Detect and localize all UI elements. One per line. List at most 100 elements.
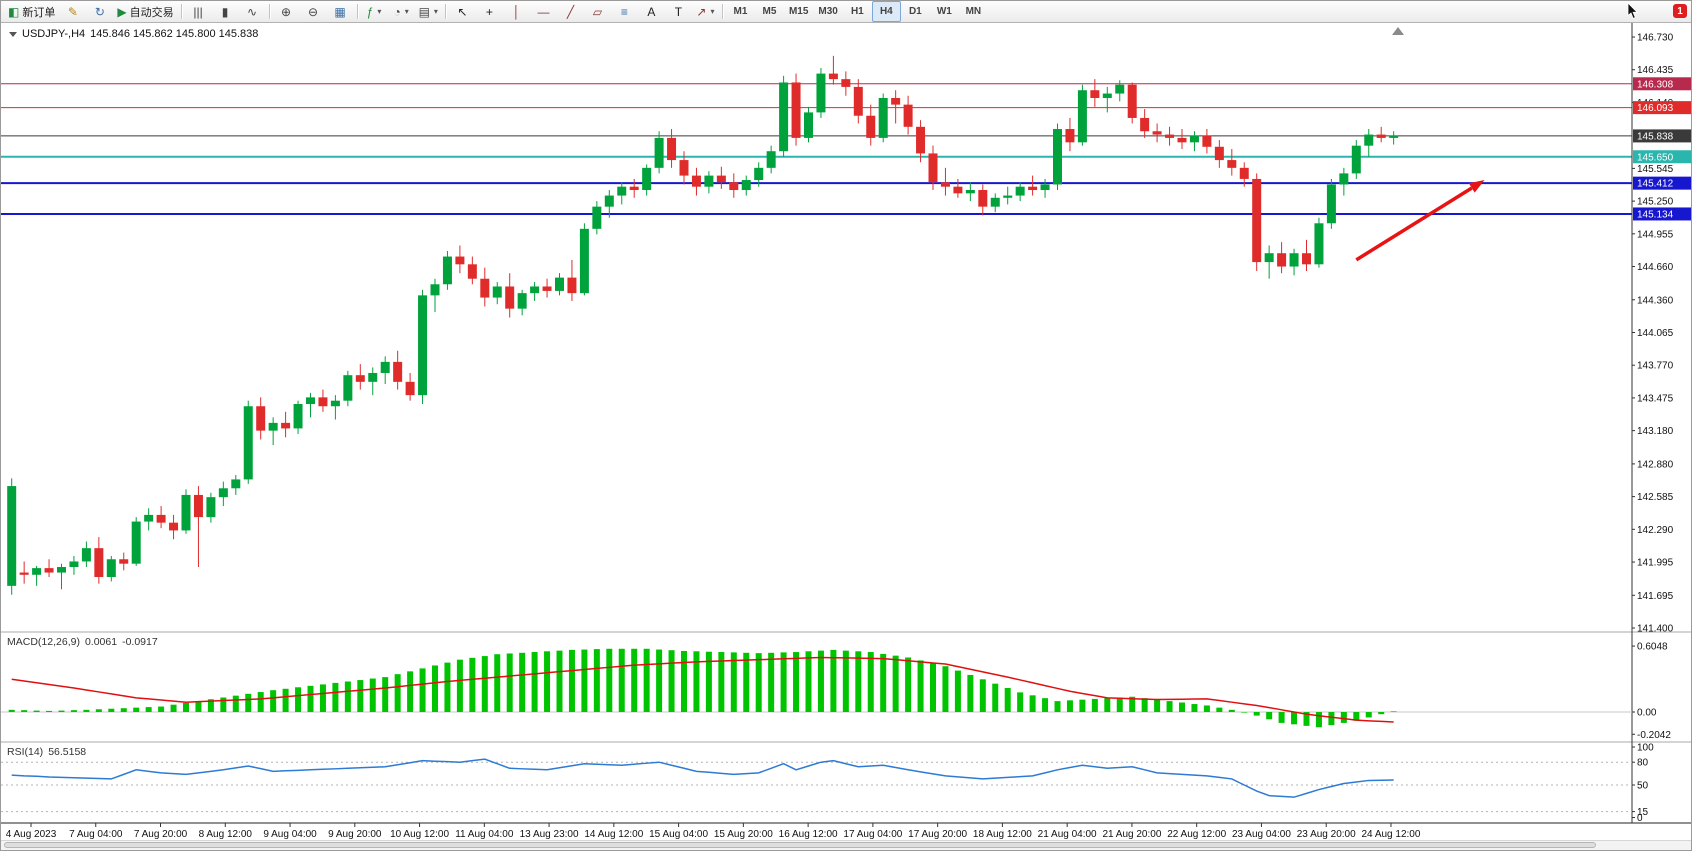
price-tick-label: 144.660: [1637, 262, 1674, 273]
time-label: 24 Aug 12:00: [1361, 829, 1420, 840]
chart-menu-caret-icon[interactable]: [9, 31, 17, 37]
chart-canvas[interactable]: 146.730146.435146.140145.545145.250144.9…: [1, 23, 1692, 851]
macd-bar: [220, 697, 227, 712]
autotrading-button[interactable]: ▶ 自动交易: [113, 1, 177, 22]
vertical-line-button[interactable]: │: [503, 1, 530, 22]
time-label: 7 Aug 04:00: [69, 829, 123, 840]
price-label-text: 145.134: [1637, 209, 1674, 220]
dropdown-caret-icon[interactable]: ▾: [433, 7, 438, 16]
candle-body: [492, 286, 502, 298]
text-button[interactable]: A: [638, 1, 665, 22]
candle-body: [1090, 90, 1100, 98]
macd-bar: [780, 652, 787, 712]
candlestick-chart-button[interactable]: ▮: [212, 1, 239, 22]
price-tick-label: 143.180: [1637, 426, 1674, 437]
chart-title[interactable]: USDJPY-,H4 145.846 145.862 145.800 145.8…: [9, 28, 258, 40]
zoom-out-button[interactable]: ⊖: [300, 1, 327, 22]
macd-bar: [917, 660, 924, 712]
metaeditor-button[interactable]: ✎: [59, 1, 86, 22]
macd-bar: [979, 679, 986, 712]
candle-body: [828, 73, 838, 80]
macd-bar: [232, 695, 239, 712]
macd-bar: [469, 657, 476, 712]
tile-windows-button[interactable]: ▦: [327, 1, 354, 22]
macd-bar: [1378, 712, 1385, 715]
macd-bar: [1203, 705, 1210, 712]
macd-bar: [805, 651, 812, 712]
indicators-button[interactable]: ƒ ▾: [361, 1, 388, 22]
macd-bar: [195, 701, 202, 712]
timeframe-m5-button[interactable]: M5: [762, 6, 777, 17]
price-label-text: 145.412: [1637, 179, 1674, 190]
dropdown-caret-icon[interactable]: ▾: [377, 7, 382, 16]
templates-button[interactable]: ▤ ▾: [415, 1, 442, 22]
macd-bar: [1017, 692, 1024, 712]
toolbar-separator: [180, 4, 182, 19]
timeframe-h1-button[interactable]: H1: [850, 6, 864, 17]
macd-bar: [456, 659, 463, 712]
fibonacci-button[interactable]: ≡: [611, 1, 638, 22]
candle-body: [19, 572, 29, 575]
periods-button[interactable]: ◔ ▾: [388, 1, 415, 22]
candle-body: [617, 186, 627, 196]
candle-body: [1227, 160, 1237, 168]
time-label: 11 Aug 04:00: [455, 829, 514, 840]
dropdown-caret-icon[interactable]: ▾: [404, 7, 409, 16]
dropdown-caret-icon[interactable]: ▾: [710, 7, 715, 16]
candle-body: [1376, 134, 1386, 138]
macd-bar: [120, 708, 127, 712]
arrows-button[interactable]: ↗ ▾: [692, 1, 719, 22]
timeframe-m1-button[interactable]: M1: [733, 6, 748, 17]
chart-shift-marker[interactable]: [1392, 27, 1404, 35]
scrollbar-thumb[interactable]: [4, 842, 1596, 848]
refresh-button[interactable]: ↻: [86, 1, 113, 22]
macd-bar: [905, 657, 912, 712]
zoom-in-button[interactable]: ⊕: [273, 1, 300, 22]
trendline-button[interactable]: ╱: [557, 1, 584, 22]
line-chart-button[interactable]: ∿: [239, 1, 266, 22]
rsi-axis-label: 0: [1637, 813, 1643, 824]
notification-badge[interactable]: 1: [1673, 4, 1687, 18]
candle-body: [579, 228, 589, 294]
indicators-icon: ƒ: [366, 4, 374, 19]
channel-icon: ▱: [592, 4, 603, 19]
macd-bar: [444, 662, 451, 712]
channel-button[interactable]: ▱: [584, 1, 611, 22]
candle-body: [916, 126, 926, 154]
candle-body: [878, 97, 888, 138]
timeframe-h4-button[interactable]: H4: [871, 1, 901, 22]
macd-bar: [793, 652, 800, 712]
timeframe-w1-button[interactable]: W1: [936, 6, 952, 17]
candle-body: [1165, 134, 1175, 138]
time-label: 14 Aug 12:00: [584, 829, 643, 840]
cursor-button[interactable]: ↖: [449, 1, 476, 22]
horizontal-scrollbar[interactable]: [1, 840, 1691, 850]
trend-arrow-annotation[interactable]: [1355, 180, 1485, 262]
arrow-head[interactable]: [1468, 180, 1485, 193]
timeframe-mn-button[interactable]: MN: [965, 6, 982, 17]
metaeditor-icon: ✎: [67, 4, 78, 19]
arrow-shaft[interactable]: [1355, 186, 1473, 262]
timeframe-m15-button[interactable]: M15: [788, 6, 809, 17]
macd-histogram: [8, 648, 1397, 728]
refresh-icon: ↻: [94, 4, 105, 19]
bar-chart-button[interactable]: |||: [185, 1, 212, 22]
macd-bar: [992, 683, 999, 712]
text-label-button[interactable]: T: [665, 1, 692, 22]
new-order-button[interactable]: ◧ 新订单: [4, 1, 59, 22]
candle-body: [1302, 253, 1311, 265]
macd-bar: [593, 649, 600, 712]
macd-bar: [531, 652, 538, 712]
crosshair-button[interactable]: +: [476, 1, 503, 22]
price-label-box: [1633, 176, 1691, 190]
macd-bar: [481, 656, 488, 712]
candle-body: [754, 167, 764, 181]
candle-body: [804, 112, 813, 138]
candle-body: [193, 494, 203, 518]
candle-body: [604, 195, 614, 207]
horizontal-line-button[interactable]: ―: [530, 1, 557, 22]
timeframe-m30-button[interactable]: M30: [818, 6, 838, 17]
timeframe-d1-button[interactable]: D1: [908, 6, 922, 17]
macd-bar: [743, 652, 750, 712]
macd-bar: [705, 651, 712, 712]
